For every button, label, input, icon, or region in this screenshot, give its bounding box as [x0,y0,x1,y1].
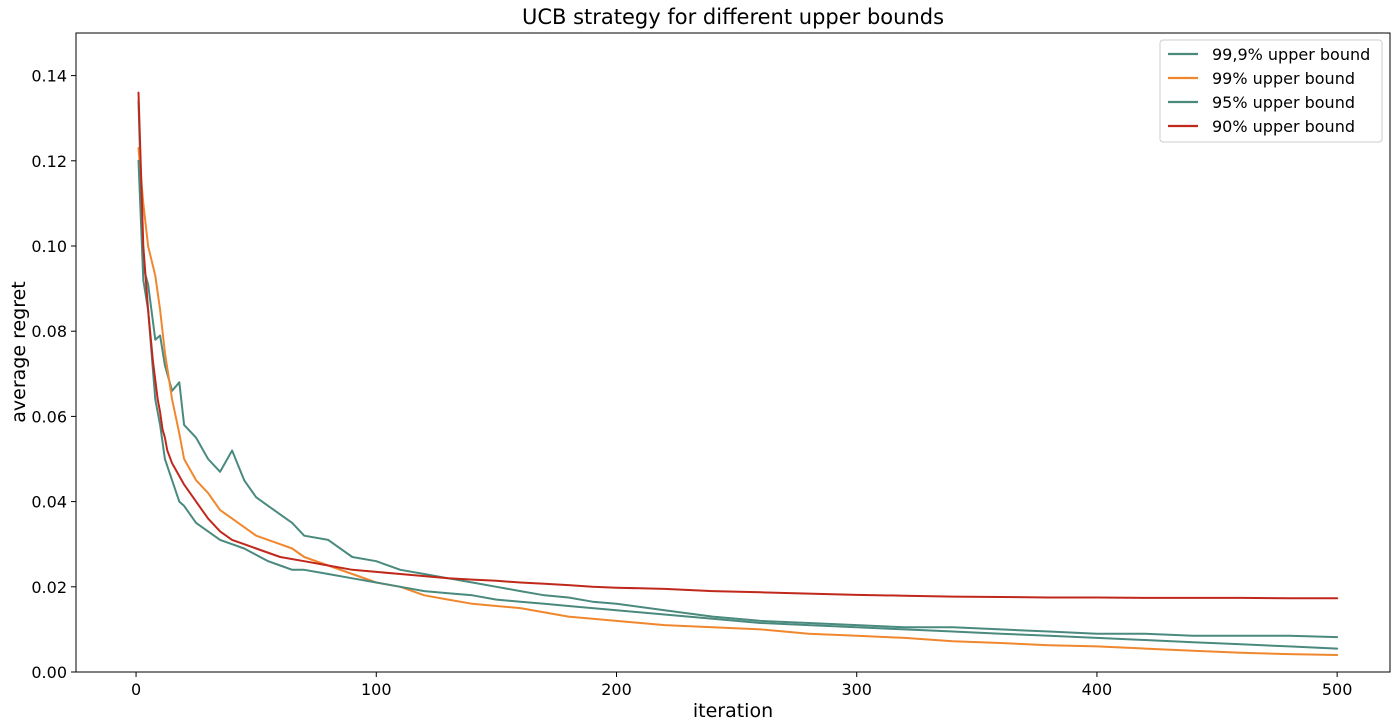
series-line-1 [137,100,1339,639]
x-tick-label: 0 [131,680,141,699]
y-tick-label: 0.08 [31,322,67,341]
legend-label-2: 99% upper bound [1212,69,1355,88]
legend: 99,9% upper bound 99% upper bound 95% uppe… [1159,39,1383,143]
y-tick-label: 0.04 [31,493,67,512]
y-axis-title: average regret [8,281,30,423]
y-tick-label: 0.06 [31,407,67,426]
x-axis-title: iteration [693,700,773,722]
series-line-3 [137,159,1339,650]
legend-label-4: 90% upper bound [1212,117,1355,136]
y-tick-label: 0.00 [31,663,67,682]
x-tick-label: 500 [1322,680,1353,699]
y-tick-label: 0.10 [31,237,67,256]
series-lines [137,91,1339,656]
x-tick-label: 200 [601,680,632,699]
plot-area-frame [75,32,1391,673]
legend-label-1: 99,9% upper bound [1212,45,1370,64]
chart-title: UCB strategy for different upper bounds [522,5,944,29]
y-axis: 0.00 0.02 0.04 0.06 0.08 0.10 0.12 0.14 [31,67,76,682]
legend-label-3: 95% upper bound [1212,93,1355,112]
x-tick-label: 100 [361,680,392,699]
y-tick-label: 0.12 [31,152,67,171]
series-line-4 [137,91,1339,600]
legend-box [1159,39,1383,143]
y-tick-label: 0.14 [31,67,67,86]
x-tick-label: 400 [1082,680,1113,699]
x-tick-label: 300 [841,680,872,699]
x-axis: 0 100 200 300 400 500 [131,672,1352,699]
y-tick-label: 0.02 [31,578,67,597]
series-line-2 [137,147,1339,656]
